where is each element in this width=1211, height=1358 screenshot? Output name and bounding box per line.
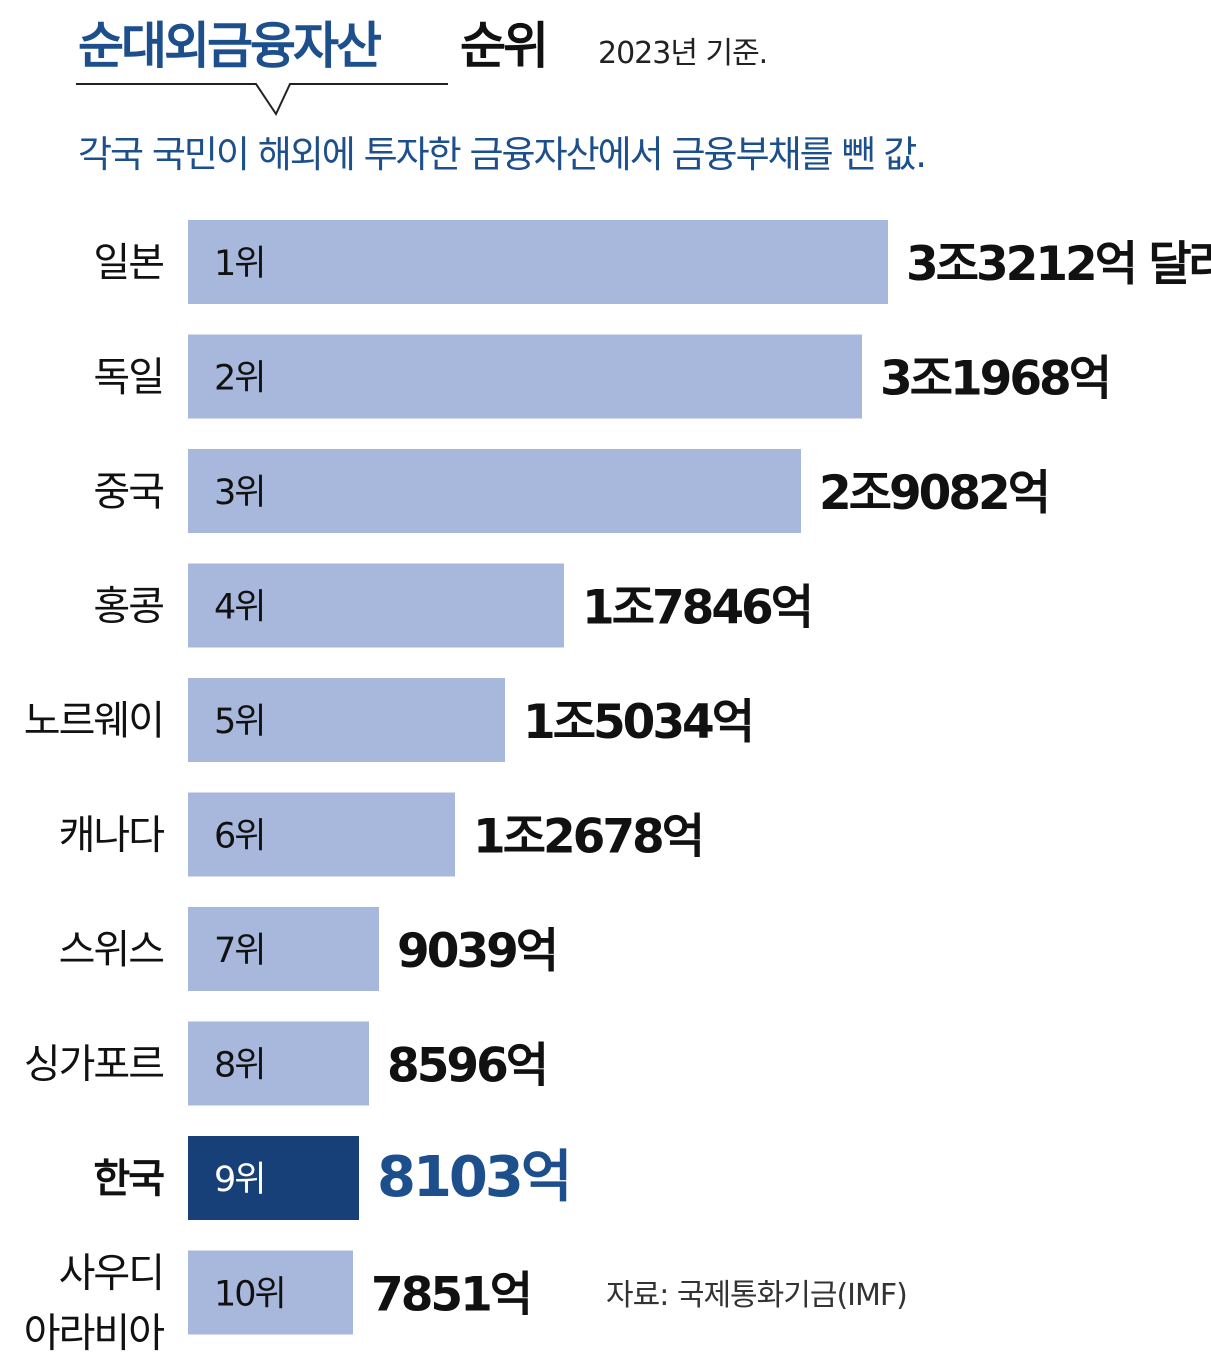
callout-pointer: [76, 83, 448, 117]
rank-label: 10위: [214, 1275, 285, 1315]
title-main: 순대외금융자산: [78, 17, 382, 75]
category-label: 일본: [93, 240, 163, 286]
chart-subtitle: 각국 국민이 해외에 투자한 금융자산에서 금융부채를 뺀 값.: [78, 133, 927, 176]
category-label: 스위스: [59, 927, 164, 973]
title-rank: 순위: [460, 17, 549, 75]
bar: [188, 792, 455, 877]
bar: [188, 1021, 369, 1106]
bar: [188, 907, 379, 991]
bar: [188, 678, 505, 762]
value-label: 8103억: [377, 1145, 569, 1210]
value-label: 7851억: [371, 1268, 530, 1323]
value-label: 2조9082억: [819, 466, 1048, 521]
bar: [188, 334, 862, 419]
category-label: 한국: [93, 1156, 164, 1202]
value-label: 1조2678억: [473, 810, 702, 865]
bar: [188, 1136, 359, 1220]
bar: [188, 449, 801, 533]
rank-label: 4위: [214, 588, 264, 628]
rank-label: 8위: [214, 1046, 264, 1086]
category-label: 싱가포르: [24, 1042, 163, 1088]
value-label: 9039억: [397, 924, 556, 979]
rank-label: 5위: [214, 702, 264, 742]
category-label: 노르웨이: [24, 698, 163, 744]
value-label: 8596억: [387, 1039, 546, 1094]
bar: [188, 1250, 353, 1335]
source-note: 자료: 국제통화기금(IMF): [606, 1278, 908, 1313]
category-label: 독일: [93, 355, 163, 401]
value-label: 3조1968억: [880, 352, 1109, 407]
bar: [188, 220, 888, 304]
rank-label: 6위: [214, 817, 264, 857]
rank-label: 2위: [214, 359, 264, 399]
value-label: 1조7846억: [582, 581, 811, 636]
category-label: 캐나다: [59, 813, 165, 859]
bar: [188, 563, 564, 648]
value-label: 1조5034억: [523, 695, 752, 750]
rank-label: 7위: [214, 931, 264, 971]
category-label: 중국: [93, 469, 163, 515]
rank-label: 3위: [214, 473, 264, 513]
title-basis-date: 2023년 기준.: [598, 36, 768, 71]
category-label: 사우디 아라비아: [24, 1251, 164, 1357]
category-label: 홍콩: [93, 584, 163, 630]
rank-label: 1위: [214, 244, 264, 284]
value-label: 3조3212억 달러: [906, 237, 1211, 292]
rank-label: 9위: [214, 1160, 264, 1200]
